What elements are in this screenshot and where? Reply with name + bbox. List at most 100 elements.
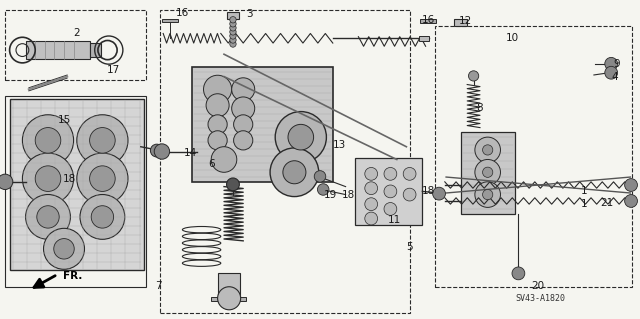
- Circle shape: [384, 203, 397, 215]
- Circle shape: [232, 97, 255, 120]
- Text: 11: 11: [388, 215, 401, 225]
- Circle shape: [230, 17, 236, 23]
- Circle shape: [475, 182, 500, 207]
- Circle shape: [208, 131, 227, 150]
- Text: 16: 16: [422, 15, 435, 25]
- Text: 7: 7: [156, 280, 162, 291]
- Bar: [419, 36, 429, 41]
- Circle shape: [605, 57, 618, 70]
- Bar: [461, 132, 515, 214]
- Circle shape: [365, 167, 378, 180]
- Text: SV43-A1820: SV43-A1820: [516, 294, 566, 303]
- Circle shape: [90, 166, 115, 191]
- Text: 16: 16: [176, 8, 189, 18]
- Circle shape: [54, 239, 74, 259]
- Circle shape: [433, 187, 445, 200]
- Circle shape: [365, 212, 378, 225]
- Circle shape: [211, 147, 237, 172]
- Circle shape: [44, 228, 84, 269]
- Circle shape: [365, 182, 378, 195]
- Text: 19: 19: [324, 189, 337, 200]
- Circle shape: [384, 167, 397, 180]
- Circle shape: [403, 188, 416, 201]
- Circle shape: [483, 189, 493, 200]
- Circle shape: [26, 195, 70, 239]
- Circle shape: [92, 206, 114, 228]
- Circle shape: [232, 78, 255, 101]
- Circle shape: [314, 171, 326, 182]
- Circle shape: [283, 161, 306, 184]
- Text: 21: 21: [600, 197, 613, 208]
- Circle shape: [468, 71, 479, 81]
- Circle shape: [36, 206, 60, 228]
- Circle shape: [206, 94, 229, 117]
- Circle shape: [218, 287, 241, 310]
- Bar: [90, 43, 101, 57]
- Text: 18: 18: [422, 186, 435, 197]
- Circle shape: [483, 145, 493, 155]
- Text: 17: 17: [108, 65, 120, 75]
- Circle shape: [365, 198, 378, 211]
- Bar: [162, 19, 178, 22]
- Bar: [26, 41, 90, 59]
- Circle shape: [208, 115, 227, 134]
- Circle shape: [234, 131, 253, 150]
- Circle shape: [475, 160, 500, 185]
- Text: 2: 2: [74, 28, 80, 39]
- Bar: [355, 158, 422, 225]
- Bar: [192, 67, 333, 182]
- Circle shape: [230, 25, 236, 31]
- Bar: [5, 96, 146, 287]
- Circle shape: [230, 29, 236, 35]
- Circle shape: [80, 195, 125, 239]
- Circle shape: [275, 112, 326, 163]
- Text: 4: 4: [611, 71, 618, 82]
- Circle shape: [317, 184, 329, 195]
- Text: 12: 12: [460, 16, 472, 26]
- Circle shape: [625, 179, 637, 191]
- Text: 15: 15: [58, 115, 70, 125]
- Text: 6: 6: [208, 159, 214, 169]
- Text: FR.: FR.: [63, 271, 82, 281]
- Bar: [10, 99, 144, 270]
- Circle shape: [77, 153, 128, 204]
- Circle shape: [605, 66, 618, 79]
- Text: 1: 1: [580, 198, 587, 209]
- Circle shape: [35, 166, 61, 191]
- Text: 3: 3: [246, 9, 253, 19]
- Circle shape: [288, 124, 314, 150]
- Circle shape: [512, 267, 525, 280]
- Text: 18: 18: [342, 189, 355, 200]
- Text: 10: 10: [506, 33, 518, 43]
- Text: 14: 14: [184, 148, 197, 158]
- Circle shape: [384, 185, 397, 198]
- Circle shape: [403, 167, 416, 180]
- Text: 1: 1: [580, 186, 587, 196]
- Circle shape: [22, 115, 74, 166]
- Bar: [211, 297, 246, 301]
- Circle shape: [625, 195, 637, 207]
- Bar: [454, 19, 467, 26]
- Bar: [160, 10, 410, 313]
- Text: 20: 20: [531, 280, 544, 291]
- Bar: [420, 19, 436, 23]
- Circle shape: [90, 128, 115, 153]
- Text: 18: 18: [63, 174, 76, 184]
- Circle shape: [483, 167, 493, 177]
- Circle shape: [35, 128, 61, 153]
- Circle shape: [234, 115, 253, 134]
- Circle shape: [230, 37, 236, 43]
- Circle shape: [22, 153, 74, 204]
- Text: 9: 9: [613, 59, 620, 69]
- Circle shape: [204, 75, 232, 103]
- Circle shape: [230, 41, 236, 47]
- Text: 8: 8: [477, 103, 483, 114]
- Circle shape: [77, 115, 128, 166]
- Circle shape: [0, 174, 13, 189]
- Bar: [218, 273, 240, 298]
- Bar: [5, 10, 146, 80]
- Circle shape: [270, 148, 319, 197]
- Circle shape: [230, 21, 236, 27]
- Circle shape: [230, 33, 236, 39]
- Circle shape: [475, 137, 500, 163]
